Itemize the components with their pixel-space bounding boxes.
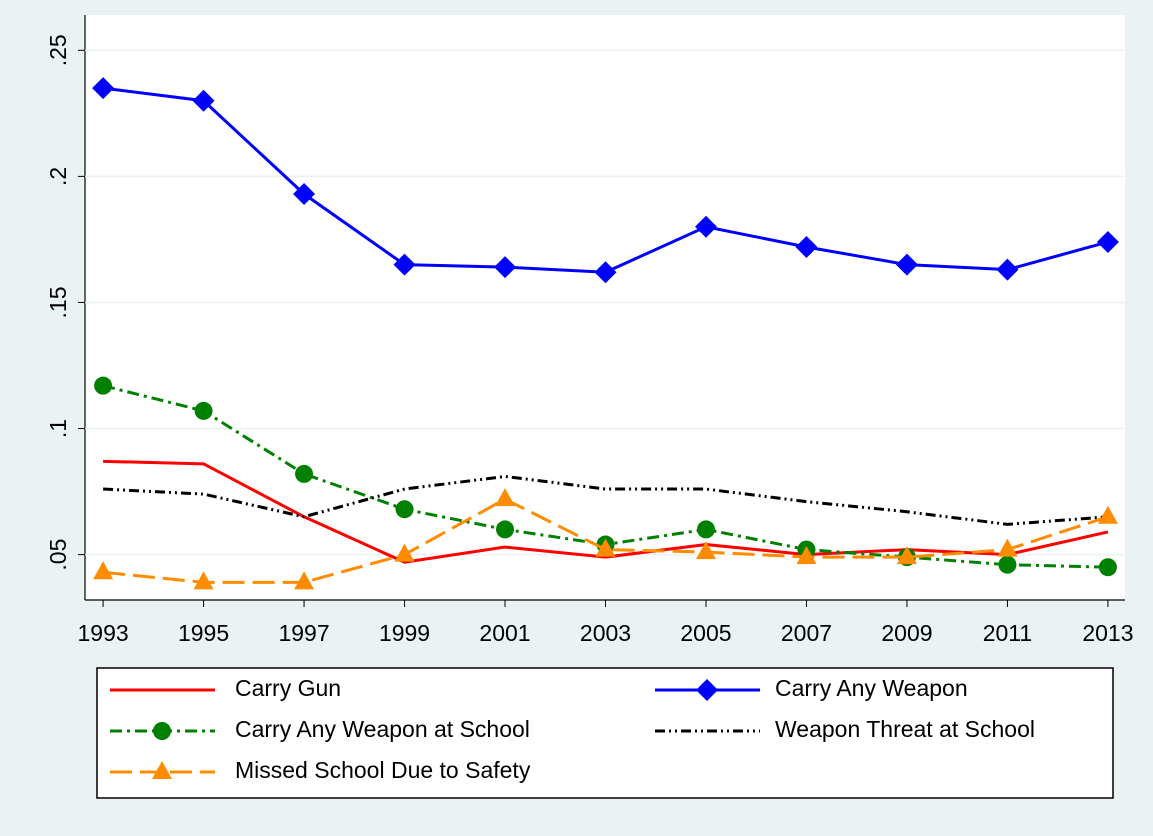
x-tick-label: 1995 — [178, 620, 229, 646]
marker — [93, 561, 114, 580]
marker — [594, 261, 617, 284]
marker — [1098, 558, 1117, 577]
x-tick-label: 1997 — [278, 620, 329, 646]
y-tick-label: .2 — [45, 167, 71, 186]
x-tick-label: 2009 — [881, 620, 932, 646]
marker — [695, 541, 716, 560]
x-tick-label: 2003 — [580, 620, 631, 646]
marker — [92, 77, 115, 100]
y-tick-label: .1 — [45, 419, 71, 438]
marker — [996, 258, 1019, 281]
legend-label: Carry Any Weapon — [775, 675, 968, 701]
plot-area — [85, 15, 1125, 600]
marker — [194, 401, 213, 420]
marker — [997, 538, 1018, 557]
marker — [1097, 505, 1118, 524]
marker — [494, 256, 517, 279]
marker — [795, 235, 818, 258]
legend-box — [96, 667, 1114, 799]
marker — [293, 183, 316, 206]
legend-label: Carry Any Weapon at School — [235, 716, 530, 742]
series-line — [103, 474, 1109, 526]
x-tick-label: 2005 — [680, 620, 731, 646]
marker — [496, 520, 515, 539]
marker — [495, 488, 516, 507]
marker — [595, 538, 616, 557]
marker — [94, 376, 113, 395]
marker — [394, 543, 415, 562]
y-tick-label: .15 — [45, 286, 71, 318]
marker — [895, 253, 918, 276]
marker — [998, 555, 1017, 574]
legend-label: Missed School Due to Safety — [235, 757, 531, 783]
marker — [1096, 230, 1119, 253]
legend-label: Carry Gun — [235, 675, 341, 701]
marker — [696, 679, 718, 701]
y-tick-label: .05 — [45, 539, 71, 571]
marker — [696, 520, 715, 539]
marker — [694, 215, 717, 238]
marker — [395, 500, 414, 519]
marker — [294, 571, 315, 590]
marker — [295, 464, 314, 483]
x-tick-label: 2007 — [781, 620, 832, 646]
y-tick-label: .25 — [45, 34, 71, 66]
series-line — [102, 497, 1109, 584]
marker — [192, 89, 215, 112]
marker — [896, 546, 917, 565]
x-tick-label: 2013 — [1082, 620, 1133, 646]
x-tick-label: 1999 — [379, 620, 430, 646]
marker — [153, 722, 171, 740]
x-tick-label: 1993 — [78, 620, 129, 646]
marker — [152, 761, 172, 779]
series-line — [103, 459, 1109, 564]
x-tick-label: 2011 — [983, 620, 1032, 646]
legend-label: Weapon Threat at School — [775, 716, 1035, 742]
x-tick-label: 2001 — [479, 620, 530, 646]
marker — [193, 571, 214, 590]
marker — [393, 253, 416, 276]
marker — [796, 546, 817, 565]
